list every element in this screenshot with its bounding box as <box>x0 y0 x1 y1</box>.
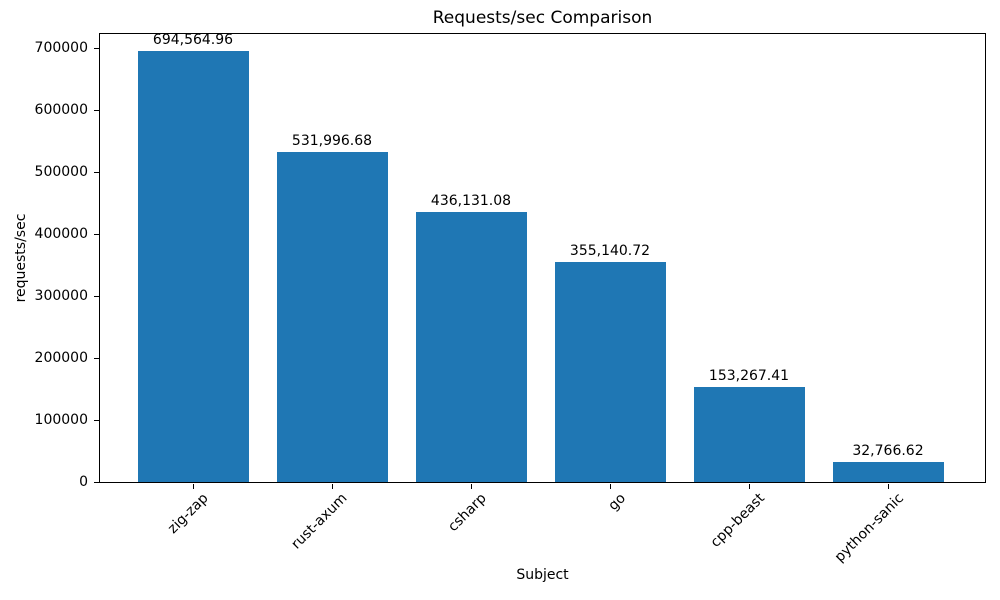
x-tick-label-go: go <box>604 490 629 514</box>
y-tick-label: 200000 <box>34 350 88 366</box>
y-tick-label: 100000 <box>34 412 88 428</box>
y-tick-mark <box>94 296 99 297</box>
x-tick-mark <box>471 484 472 489</box>
x-tick-label-rust-axum: rust-axum <box>288 490 351 553</box>
y-tick-label: 400000 <box>34 226 88 242</box>
y-tick-mark <box>94 110 99 111</box>
y-axis-label: requests/sec <box>13 213 29 303</box>
y-tick-mark <box>94 420 99 421</box>
value-label-csharp: 436,131.08 <box>430 193 512 209</box>
value-label-zig-zap: 694,564.96 <box>152 32 234 48</box>
y-tick-mark <box>94 48 99 49</box>
y-tick-label: 300000 <box>34 288 88 304</box>
y-tick-mark <box>94 172 99 173</box>
y-tick-mark <box>94 358 99 359</box>
x-tick-label-python-sanic: python-sanic <box>831 490 907 566</box>
value-label-go: 355,140.72 <box>569 243 651 259</box>
x-tick-mark <box>610 484 611 489</box>
x-tick-label-zig-zap: zig-zap <box>164 490 212 537</box>
bar-python-sanic <box>833 462 944 482</box>
y-tick-label: 500000 <box>34 164 88 180</box>
y-tick-mark <box>94 234 99 235</box>
bar-cpp-beast <box>694 387 805 482</box>
y-tick-label: 0 <box>79 474 88 490</box>
x-tick-label-cpp-beast: cpp-beast <box>707 490 768 551</box>
y-tick-label: 600000 <box>34 102 88 118</box>
bar-go <box>555 262 666 482</box>
value-label-rust-axum: 531,996.68 <box>291 133 373 149</box>
bar-csharp <box>416 212 527 482</box>
y-tick-mark <box>94 482 99 483</box>
x-tick-mark <box>332 484 333 489</box>
x-axis-label: Subject <box>516 567 569 583</box>
x-tick-mark <box>193 484 194 489</box>
plot-area: 694,564.96 531,996.68 436,131.08 355,140.72… <box>99 33 986 483</box>
value-label-python-sanic: 32,766.62 <box>852 443 924 459</box>
y-tick-label: 700000 <box>34 40 88 56</box>
value-label-cpp-beast: 153,267.41 <box>708 368 790 384</box>
bar-rust-axum <box>277 152 388 482</box>
x-tick-mark <box>749 484 750 489</box>
chart-title: Requests/sec Comparison <box>432 8 653 28</box>
x-tick-mark <box>888 484 889 489</box>
bar-zig-zap <box>138 51 249 482</box>
x-tick-label-csharp: csharp <box>444 490 490 535</box>
